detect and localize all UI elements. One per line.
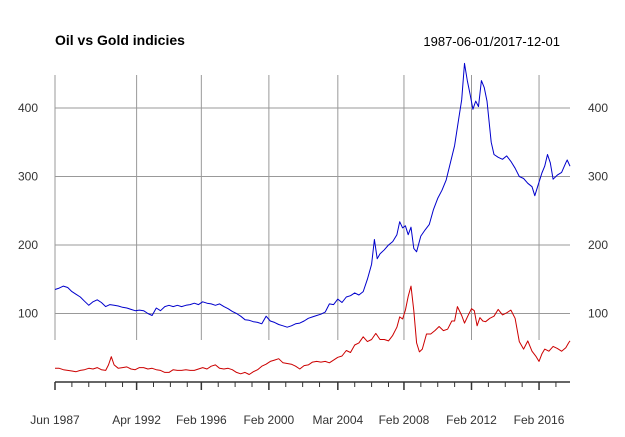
chart-title: Oil vs Gold indicies [55,32,185,48]
series-lines [54,62,571,375]
y-tick-label-right: 400 [588,101,608,115]
y-tick-label-left: 100 [18,306,38,320]
x-tick-label: Feb 2000 [244,413,295,427]
oil-series-line [55,285,571,375]
x-tick-label: Feb 2016 [514,413,565,427]
vertical-gridlines [54,75,540,340]
y-tick-label-right: 300 [588,169,608,183]
x-tick-label: Jun 1987 [30,413,80,427]
x-tick-label: Feb 2012 [446,413,497,427]
y-axis-left: 100 200 300 400 [18,101,38,321]
x-tick-label: Feb 1996 [176,413,227,427]
x-axis: Jun 1987 Apr 1992 Feb 1996 Feb 2000 Mar 2004… [30,381,570,427]
gold-series-line [54,62,571,328]
chart-date-range: 1987-06-01/2017-12-01 [423,34,560,49]
y-tick-label-left: 300 [18,169,38,183]
y-axis-right: 100 200 300 400 [588,101,608,321]
y-tick-label-left: 400 [18,101,38,115]
horizontal-gridlines [55,107,570,314]
x-tick-label: Feb 2008 [379,413,430,427]
x-tick-label: Mar 2004 [312,413,363,427]
y-tick-label-right: 100 [588,306,608,320]
x-tick-label: Apr 1992 [112,413,161,427]
y-tick-label-left: 200 [18,238,38,252]
y-tick-label-right: 200 [588,238,608,252]
